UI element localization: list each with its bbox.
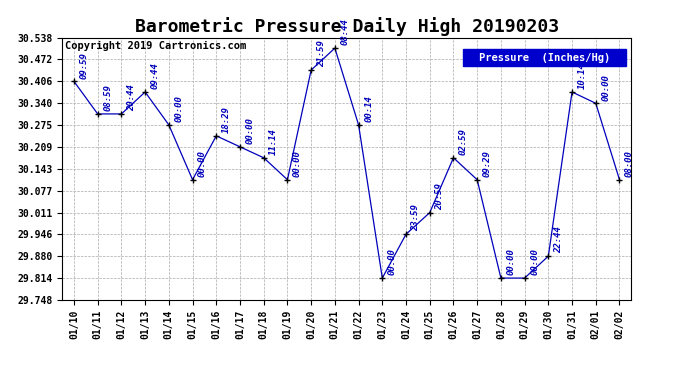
Text: 18:29: 18:29 xyxy=(221,106,231,133)
Text: 20:59: 20:59 xyxy=(435,183,444,210)
Text: 00:00: 00:00 xyxy=(601,74,611,100)
Text: 11:14: 11:14 xyxy=(269,128,278,155)
Text: 08:00: 08:00 xyxy=(625,150,634,177)
Text: 09:44: 09:44 xyxy=(150,62,159,89)
Text: 00:00: 00:00 xyxy=(530,248,539,275)
Text: 00:00: 00:00 xyxy=(246,117,255,144)
Text: 00:00: 00:00 xyxy=(175,95,184,122)
Text: 00:00: 00:00 xyxy=(388,248,397,275)
Text: 02:59: 02:59 xyxy=(459,128,468,155)
Text: 10:14: 10:14 xyxy=(578,62,586,89)
Text: 00:00: 00:00 xyxy=(506,248,515,275)
Text: 20:44: 20:44 xyxy=(127,84,136,111)
FancyBboxPatch shape xyxy=(464,50,626,66)
Text: 09:29: 09:29 xyxy=(483,150,492,177)
Text: 21:59: 21:59 xyxy=(317,40,326,67)
Text: Pressure  (Inches/Hg): Pressure (Inches/Hg) xyxy=(479,53,610,63)
Text: 23:59: 23:59 xyxy=(411,204,421,231)
Text: Copyright 2019 Cartronics.com: Copyright 2019 Cartronics.com xyxy=(65,42,246,51)
Text: 08:44: 08:44 xyxy=(340,18,349,45)
Text: 09:59: 09:59 xyxy=(79,52,88,79)
Text: 22:44: 22:44 xyxy=(554,226,563,254)
Title: Barometric Pressure Daily High 20190203: Barometric Pressure Daily High 20190203 xyxy=(135,17,559,36)
Text: 00:00: 00:00 xyxy=(293,150,302,177)
Text: 00:14: 00:14 xyxy=(364,95,373,122)
Text: 08:59: 08:59 xyxy=(104,84,112,111)
Text: 00:00: 00:00 xyxy=(198,150,207,177)
